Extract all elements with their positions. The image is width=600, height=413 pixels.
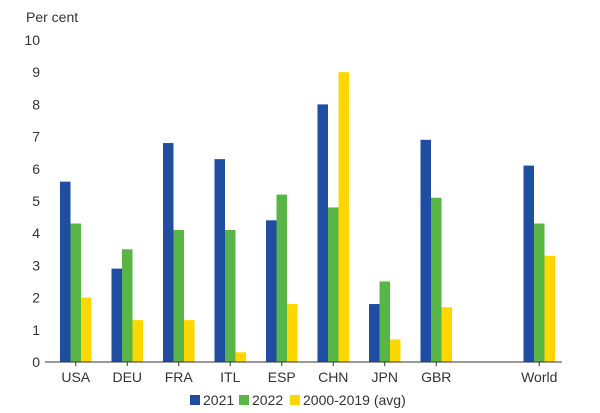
bar-2021-world	[523, 165, 534, 362]
y-tick-label: 5	[32, 193, 40, 209]
x-category-label: DEU	[112, 369, 142, 385]
bar-2022-deu	[122, 249, 133, 362]
legend-swatch	[190, 395, 200, 405]
y-tick-label: 8	[32, 96, 40, 112]
x-axis-ticks	[75, 362, 540, 366]
y-tick-label: 0	[32, 354, 40, 370]
x-category-label: GBR	[421, 369, 451, 385]
bar-2022-world	[534, 223, 545, 362]
bar-2000-2019-avg--jpn	[390, 339, 401, 362]
x-category-label: USA	[61, 369, 90, 385]
y-tick-label: 10	[24, 32, 40, 48]
x-category-label: JPN	[372, 369, 398, 385]
y-tick-label: 2	[32, 290, 40, 306]
y-tick-label: 9	[32, 64, 40, 80]
y-axis-ticks: 0 1 2 3 4 5 6 7 8 9 10	[24, 32, 40, 370]
bar-2000-2019-avg--world	[544, 255, 555, 362]
bar-2000-2019-avg--deu	[132, 320, 143, 362]
x-category-label: CHN	[318, 369, 348, 385]
legend-label: 2000-2019 (avg)	[303, 392, 406, 408]
bar-2022-fra	[173, 229, 184, 362]
bar-2022-usa	[70, 223, 81, 362]
y-tick-label: 6	[32, 161, 40, 177]
bar-2000-2019-avg--fra	[184, 320, 195, 362]
legend: 2021 2022 2000-2019 (avg)	[190, 392, 406, 408]
bar-2022-gbr	[431, 197, 442, 362]
legend-swatch	[239, 395, 249, 405]
bar-2000-2019-avg--usa	[81, 297, 92, 362]
bar-2022-chn	[328, 207, 339, 362]
bar-2022-jpn	[379, 281, 390, 362]
bar-2000-2019-avg--itl	[235, 352, 246, 362]
bar-2000-2019-avg--esp	[287, 304, 298, 362]
y-tick-label: 1	[32, 322, 40, 338]
bar-2021-usa	[60, 181, 71, 362]
bar-2021-fra	[163, 143, 174, 362]
bar-2021-chn	[317, 104, 328, 363]
legend-swatch	[290, 395, 300, 405]
bar-2022-esp	[276, 194, 287, 362]
bar-2021-jpn	[369, 304, 380, 362]
x-category-label: ESP	[268, 369, 296, 385]
bar-2021-itl	[214, 159, 225, 362]
y-tick-label: 4	[32, 225, 40, 241]
bar-2000-2019-avg--gbr	[441, 307, 452, 362]
x-category-label: ITL	[220, 369, 240, 385]
bar-2021-gbr	[420, 139, 431, 362]
x-axis-categories: USA DEU FRA ITL ESP CHN JPN GBR World	[61, 369, 557, 385]
legend-label: 2022	[252, 392, 283, 408]
bar-2021-deu	[111, 268, 122, 362]
bar-2022-itl	[225, 229, 236, 362]
bar-2000-2019-avg--chn	[338, 72, 349, 362]
x-category-label: FRA	[165, 369, 194, 385]
unit-label: Per cent	[26, 9, 78, 25]
bars	[60, 72, 555, 363]
bar-2021-esp	[266, 220, 277, 362]
y-tick-label: 7	[32, 129, 40, 145]
x-category-label: World	[521, 369, 557, 385]
legend-label: 2021	[203, 392, 234, 408]
y-tick-label: 3	[32, 257, 40, 273]
